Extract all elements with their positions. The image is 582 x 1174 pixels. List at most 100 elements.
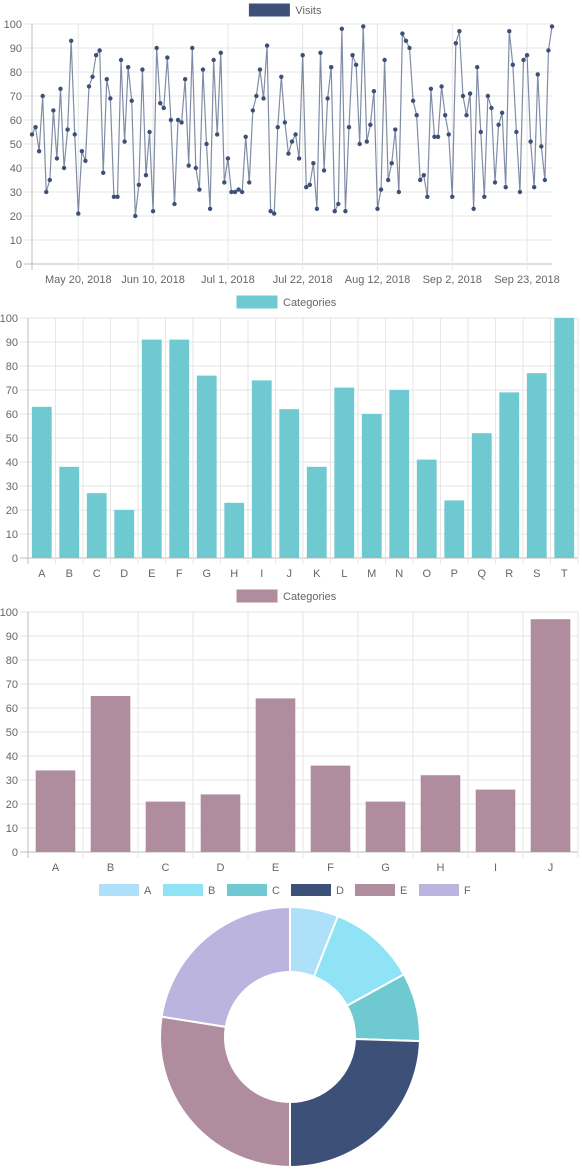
visits-point	[129, 98, 134, 104]
visits-point	[136, 182, 142, 187]
categories2-ytick-label: 0	[12, 847, 18, 859]
visits-point	[79, 149, 85, 154]
visits-point	[147, 129, 152, 135]
visits-point	[29, 132, 35, 137]
visits-series-line	[31, 26, 553, 217]
visits-point	[165, 55, 170, 60]
visits-point	[478, 129, 483, 135]
visits-point	[172, 201, 177, 207]
visits-ytick-label: 40	[10, 163, 22, 175]
visits-point	[531, 185, 537, 190]
visits-ytick-label: 70	[10, 91, 22, 103]
visits-legend-label: Visits	[295, 5, 322, 17]
visits-ytick-label: 50	[10, 139, 22, 151]
visits-point	[528, 139, 533, 144]
visits-point	[485, 93, 491, 99]
categories1-ytick-label: 50	[6, 433, 18, 445]
visits-point	[143, 173, 149, 178]
categories2-bar-G	[365, 801, 406, 852]
visits-point	[158, 101, 163, 106]
visits-point	[175, 117, 181, 123]
visits-point	[236, 187, 241, 192]
visits-point	[247, 180, 252, 185]
visits-xtick-label: Sep 2, 2018	[423, 274, 482, 286]
categories2-xtick-label: A	[52, 862, 60, 874]
visits-point	[489, 105, 494, 111]
visits-point	[140, 67, 145, 72]
categories1-bar-L	[334, 387, 355, 558]
visits-point	[350, 53, 355, 58]
categories2-ytick-label: 50	[6, 727, 18, 739]
visits-point	[200, 67, 206, 72]
visits-point	[186, 163, 191, 168]
categories1-xtick-label: H	[230, 568, 238, 580]
doughnut-legend-swatch-D	[291, 884, 331, 896]
visits-point	[435, 134, 441, 139]
visits-point	[542, 177, 548, 183]
categories1-ytick-label: 80	[6, 361, 18, 373]
categories2-bar-J	[530, 619, 571, 852]
visits-point	[47, 177, 53, 183]
visits-point	[446, 132, 451, 137]
visits-xtick-label: Jul 22, 2018	[273, 274, 333, 286]
visits-point	[86, 84, 92, 89]
categories1-bar-M	[361, 414, 382, 558]
visits-point	[168, 117, 174, 123]
visits-point	[314, 206, 320, 211]
visits-point	[400, 31, 405, 36]
categories1-ytick-label: 20	[6, 505, 18, 517]
visits-point	[492, 180, 498, 185]
visits-point	[179, 120, 184, 125]
categories-bar-chart-1-svg: Categories 0 10 20 30 40 50 60 70 80 90 100 A B C D E F G H…	[0, 295, 579, 580]
categories1-xtick-label: J	[287, 568, 293, 580]
visits-point	[396, 189, 402, 195]
visits-point	[307, 182, 313, 187]
visits-point	[521, 57, 526, 63]
categories2-xtick-label: F	[327, 862, 334, 874]
visits-xtick-label: Jul 1, 2018	[201, 274, 255, 286]
categories2-xtick-label: I	[494, 862, 497, 874]
categories1-legend-label: Categories	[283, 297, 337, 309]
doughnut-legend-label-C: C	[272, 885, 280, 897]
categories1-xtick-label: I	[260, 568, 263, 580]
visits-point	[304, 185, 309, 190]
visits-point	[503, 185, 508, 190]
categories1-xtick-label: P	[451, 568, 458, 580]
visits-point	[150, 209, 156, 214]
visits-point	[321, 168, 327, 173]
categories1-xtick-label: Q	[477, 568, 486, 580]
categories1-bar-I	[251, 380, 272, 558]
categories2-bar-B	[90, 696, 131, 852]
visits-point	[428, 86, 434, 92]
visits-point	[275, 125, 280, 130]
visits-ytick-label: 20	[10, 211, 22, 223]
doughnut-legend-swatch-E	[355, 884, 395, 896]
visits-point	[378, 187, 384, 192]
categories2-xtick-label: J	[548, 862, 554, 874]
visits-point	[115, 194, 120, 199]
visits-point	[108, 96, 113, 101]
visits-point	[332, 209, 337, 214]
visits-point	[414, 113, 419, 118]
categories1-xtick-label: N	[395, 568, 403, 580]
doughnut-legend-label-B: B	[208, 885, 215, 897]
categories1-xtick-label: L	[341, 568, 347, 580]
visits-point	[346, 125, 352, 130]
visits-point	[250, 108, 256, 113]
categories1-bar-Q	[471, 433, 492, 558]
categories1-ytick-label: 100	[0, 313, 18, 325]
categories2-xtick-label: E	[272, 862, 279, 874]
categories2-ytick-label: 100	[0, 607, 18, 619]
categories-bar-chart-2: Categories 0 10 20 30 40 50 60 70 80 90 100 A B C D E F G H…	[0, 586, 582, 876]
doughnut-legend-swatch-C	[227, 884, 267, 896]
categories2-bar-E	[255, 698, 296, 852]
doughnut-legend-swatch-F	[419, 884, 459, 896]
categories1-ytick-label: 90	[6, 337, 18, 349]
categories1-ytick-label: 30	[6, 481, 18, 493]
visits-point	[418, 177, 423, 183]
visits-point	[90, 74, 95, 80]
categories2-legend-swatch	[236, 589, 278, 603]
visits-point	[118, 57, 124, 63]
categories1-bar-D	[114, 510, 135, 558]
visits-point	[549, 24, 555, 29]
